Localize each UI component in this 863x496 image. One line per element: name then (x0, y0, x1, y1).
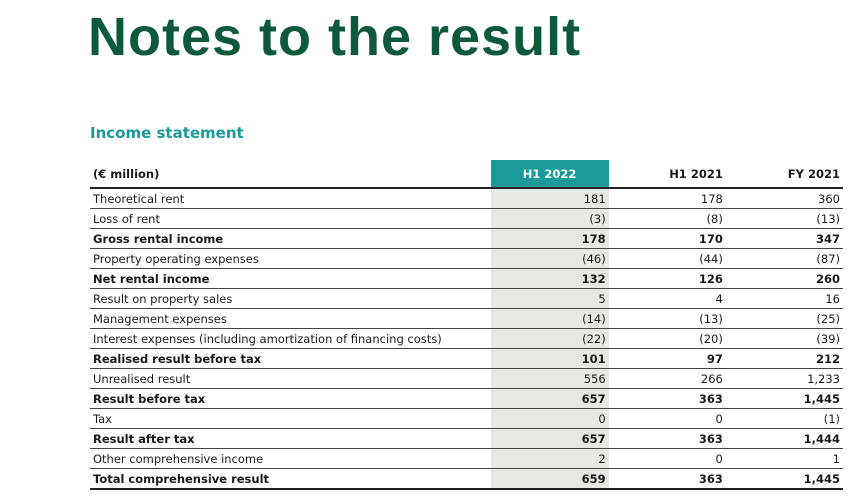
cell-value: 1,445 (725, 388, 843, 409)
row-label: Theoretical rent (90, 188, 491, 209)
row-label: Realised result before tax (90, 348, 491, 369)
table-row: Net rental income 132 126 260 (90, 268, 843, 289)
row-label: Tax (90, 408, 491, 429)
cell-value: 0 (608, 448, 726, 469)
cell-value: 170 (608, 228, 726, 249)
cell-value: (3) (490, 208, 609, 229)
column-header: H1 2022 (490, 160, 609, 189)
section-title: Income statement (90, 124, 244, 142)
page-title: Notes to the result (88, 7, 582, 67)
table-row: Loss of rent (3) (8) (13) (90, 208, 843, 229)
cell-value: 1,444 (725, 428, 843, 449)
cell-value: 556 (490, 368, 609, 389)
row-label: Other comprehensive income (90, 448, 491, 469)
table-row: Result on property sales 5 4 16 (90, 288, 843, 309)
cell-value: (39) (725, 328, 843, 349)
header-row: (€ million) H1 2022 H1 2021 FY 2021 (90, 160, 843, 189)
cell-value: 97 (608, 348, 726, 369)
cell-value: 363 (608, 468, 726, 490)
cell-value: (8) (608, 208, 726, 229)
cell-value: 659 (490, 468, 609, 490)
cell-value: 16 (725, 288, 843, 309)
column-header: FY 2021 (725, 160, 843, 189)
cell-value: 2 (490, 448, 609, 469)
table-row: Total comprehensive result 659 363 1,445 (90, 468, 843, 490)
cell-value: (44) (608, 248, 726, 269)
cell-value: 178 (490, 228, 609, 249)
cell-value: 360 (725, 188, 843, 209)
cell-value: (22) (490, 328, 609, 349)
cell-value: 1,233 (725, 368, 843, 389)
cell-value: 1,445 (725, 468, 843, 490)
cell-value: 5 (490, 288, 609, 309)
cell-value: (25) (725, 308, 843, 329)
cell-value: (14) (490, 308, 609, 329)
cell-value: (1) (725, 408, 843, 429)
cell-value: 212 (725, 348, 843, 369)
row-label: Result before tax (90, 388, 491, 409)
cell-value: 4 (608, 288, 726, 309)
table-row: Result after tax 657 363 1,444 (90, 428, 843, 449)
cell-value: 657 (490, 428, 609, 449)
cell-value: 101 (490, 348, 609, 369)
row-label: Property operating expenses (90, 248, 491, 269)
cell-value: (20) (608, 328, 726, 349)
table-row: Management expenses (14) (13) (25) (90, 308, 843, 329)
cell-value: 1 (725, 448, 843, 469)
row-label: Management expenses (90, 308, 491, 329)
table-row: Tax 0 0 (1) (90, 408, 843, 429)
cell-value: 363 (608, 428, 726, 449)
row-label: Net rental income (90, 268, 491, 289)
cell-value: (13) (725, 208, 843, 229)
row-label: Result after tax (90, 428, 491, 449)
row-label: Loss of rent (90, 208, 491, 229)
table-body: Theoretical rent 181 178 360 Loss of rent (3)… (90, 188, 843, 490)
cell-value: 266 (608, 368, 726, 389)
cell-value: 657 (490, 388, 609, 409)
row-label: Result on property sales (90, 288, 491, 309)
column-header: H1 2021 (608, 160, 726, 189)
income-table: (€ million) H1 2022 H1 2021 FY 2021 Theo… (90, 160, 843, 490)
cell-value: 178 (608, 188, 726, 209)
cell-value: 132 (490, 268, 609, 289)
cell-value: 181 (490, 188, 609, 209)
row-label: Total comprehensive result (90, 468, 491, 490)
row-label: Unrealised result (90, 368, 491, 389)
cell-value: 363 (608, 388, 726, 409)
table-row: Realised result before tax 101 97 212 (90, 348, 843, 369)
cell-value: (46) (490, 248, 609, 269)
table-row: Other comprehensive income 2 0 1 (90, 448, 843, 469)
cell-value: 260 (725, 268, 843, 289)
column-header: (€ million) (90, 160, 491, 189)
table-row: Interest expenses (including amortizatio… (90, 328, 843, 349)
cell-value: 0 (490, 408, 609, 429)
table-row: Gross rental income 178 170 347 (90, 228, 843, 249)
cell-value: 0 (608, 408, 726, 429)
cell-value: 347 (725, 228, 843, 249)
row-label: Interest expenses (including amortizatio… (90, 328, 491, 349)
table-row: Unrealised result 556 266 1,233 (90, 368, 843, 389)
cell-value: 126 (608, 268, 726, 289)
row-label: Gross rental income (90, 228, 491, 249)
table-row: Property operating expenses (46) (44) (87) (90, 248, 843, 269)
cell-value: (87) (725, 248, 843, 269)
table-row: Result before tax 657 363 1,445 (90, 388, 843, 409)
table-row: Theoretical rent 181 178 360 (90, 188, 843, 209)
cell-value: (13) (608, 308, 726, 329)
